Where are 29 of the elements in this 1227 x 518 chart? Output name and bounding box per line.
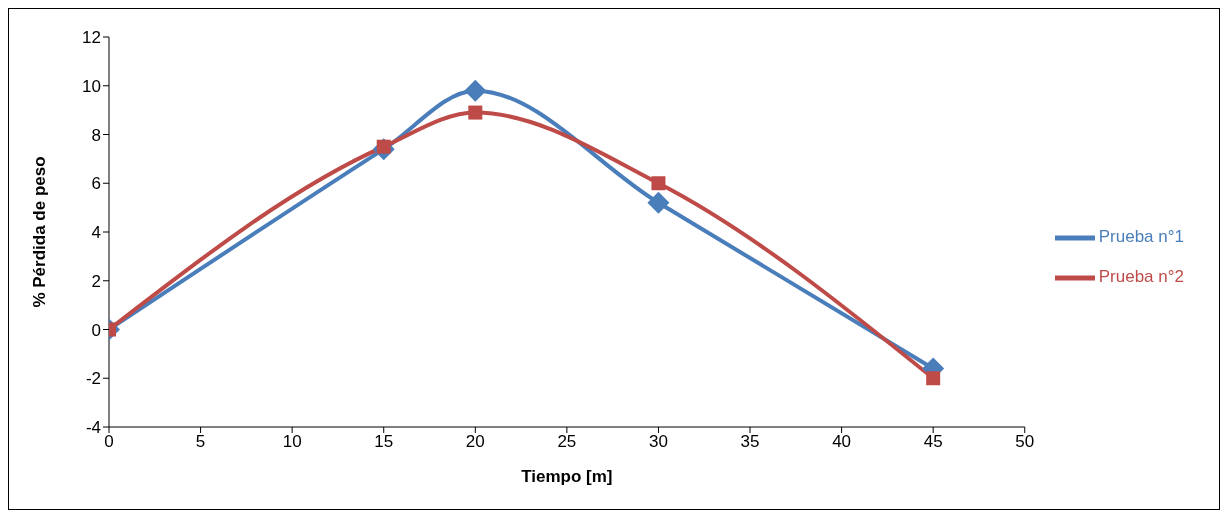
x-tick-label: 25 [557,432,577,452]
x-axis-title: Tiempo [m] [521,467,613,486]
point [468,105,483,120]
x-tick-label: 35 [740,432,760,452]
y-tick-label: 2 [91,271,101,291]
point [926,371,941,386]
x-tick-label: 45 [923,432,943,452]
y-tick-label: -2 [85,369,101,389]
point [647,191,670,214]
x-tick-label: 50 [1015,432,1035,452]
y-tick-label: 10 [82,76,101,96]
legend-label: Prueba n°1 [1098,227,1184,247]
y-tick-label: 12 [82,28,101,48]
y-tick-label: 4 [91,223,101,243]
y-tick-label: 6 [91,174,101,194]
y-tick-label: 8 [91,125,101,145]
y-tick-label: 0 [91,320,101,340]
y-axis-title: % Pérdida de peso [30,156,50,308]
legend-label: Prueba n°2 [1098,267,1184,287]
x-tick-label: 0 [104,432,114,452]
point [651,176,666,191]
x-tick-label: 40 [832,432,852,452]
x-tick-label: 5 [195,432,206,452]
y-tick-label: -4 [85,418,101,438]
x-tick-label: 30 [648,432,668,452]
x-tick-label: 10 [282,432,302,452]
x-tick-label: 20 [465,432,485,452]
point [464,79,487,102]
x-tick-label: 15 [374,432,394,452]
